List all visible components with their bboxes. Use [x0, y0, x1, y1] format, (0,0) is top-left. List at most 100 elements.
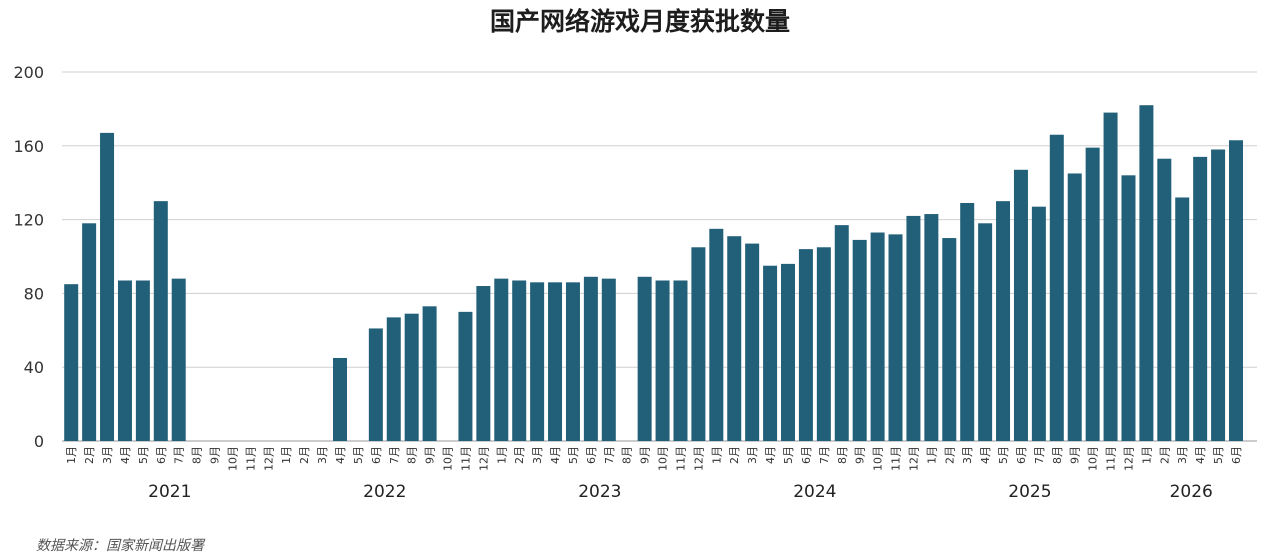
x-tick-label: 5月 — [782, 446, 795, 464]
x-tick-label: 11月 — [244, 446, 257, 471]
x-tick-label: 2月 — [728, 446, 741, 464]
bar — [852, 239, 867, 441]
bar — [422, 306, 437, 441]
year-label: 2023 — [578, 482, 621, 502]
bar — [548, 282, 563, 441]
x-tick-label: 4月 — [979, 446, 992, 464]
bar — [1229, 140, 1243, 441]
x-tick-label: 2月 — [513, 446, 526, 464]
bar — [386, 317, 401, 441]
x-tick-label: 11月 — [459, 446, 472, 471]
x-tick-label: 12月 — [262, 446, 275, 471]
x-tick-label: 12月 — [1122, 446, 1135, 471]
x-tick-label: 12月 — [692, 446, 705, 471]
x-tick-label: 4月 — [334, 446, 347, 464]
y-tick-label: 200 — [13, 63, 44, 82]
x-tick-label: 4月 — [1194, 446, 1207, 464]
bar — [673, 280, 688, 441]
x-tick-label: 12月 — [907, 446, 920, 471]
bar — [583, 276, 598, 441]
bar — [1175, 197, 1190, 441]
bar — [117, 280, 132, 441]
chart-title: 国产网络游戏月度获批数量 — [489, 7, 790, 36]
bar — [834, 225, 849, 441]
x-tick-label: 9月 — [209, 446, 222, 464]
x-tick-label: 7月 — [818, 446, 831, 464]
bar — [368, 328, 383, 441]
bar — [404, 313, 419, 441]
x-tick-label: 1月 — [65, 446, 78, 464]
y-tick-label: 80 — [24, 284, 44, 303]
x-tick-label: 2月 — [943, 446, 956, 464]
bar — [781, 263, 795, 441]
x-tick-label: 7月 — [173, 446, 186, 464]
x-tick-label: 5月 — [352, 446, 365, 464]
year-label: 2026 — [1170, 482, 1213, 502]
bar — [135, 280, 150, 441]
bar — [1103, 112, 1118, 441]
x-tick-label: 7月 — [603, 446, 616, 464]
x-tick-label: 3月 — [101, 446, 114, 464]
bar — [960, 202, 975, 441]
y-tick-label: 120 — [13, 211, 44, 230]
y-tick-label: 160 — [13, 137, 44, 156]
bar — [978, 223, 993, 441]
bar — [888, 234, 903, 441]
x-tick-label: 2月 — [83, 446, 96, 464]
y-tick-label: 0 — [34, 432, 44, 451]
x-tick-label: 2月 — [298, 446, 311, 464]
bar — [64, 284, 79, 441]
bar — [476, 286, 491, 441]
bar — [153, 201, 168, 441]
x-tick-label: 5月 — [997, 446, 1010, 464]
x-tick-label: 6月 — [1015, 446, 1028, 464]
source-note: 数据来源：国家新闻出版署 — [36, 538, 204, 554]
bar — [691, 247, 706, 441]
x-tick-label: 6月 — [585, 446, 598, 464]
x-tick-label: 6月 — [1230, 446, 1243, 464]
x-tick-label: 5月 — [567, 446, 580, 464]
bar — [798, 249, 813, 441]
x-tick-label: 3月 — [1176, 446, 1189, 464]
x-tick-label: 1月 — [280, 446, 293, 464]
bar — [512, 280, 527, 441]
x-tick-label: 12月 — [477, 446, 490, 471]
x-tick-label: 3月 — [961, 446, 974, 464]
x-tick-label: 6月 — [370, 446, 383, 464]
x-tick-label: 3月 — [746, 446, 759, 464]
x-tick-label: 1月 — [495, 446, 508, 464]
bar — [601, 278, 616, 441]
x-tick-label: 6月 — [800, 446, 813, 464]
bar — [1013, 169, 1028, 441]
x-tick-label: 9月 — [424, 446, 437, 464]
bar — [637, 276, 652, 441]
bar — [996, 201, 1011, 441]
x-tick-label: 8月 — [191, 446, 204, 464]
year-label: 2025 — [1008, 482, 1051, 502]
x-tick-label: 7月 — [1033, 446, 1046, 464]
x-tick-label: 8月 — [1051, 446, 1064, 464]
bar — [727, 236, 742, 441]
bar — [1121, 175, 1136, 441]
bar — [494, 278, 509, 441]
x-tick-label: 10月 — [226, 446, 239, 471]
x-tick-label: 5月 — [1212, 446, 1225, 464]
x-tick-label: 11月 — [1105, 446, 1118, 471]
bar — [1157, 158, 1172, 441]
x-tick-label: 1月 — [710, 446, 723, 464]
x-tick-label: 5月 — [137, 446, 150, 464]
year-label: 2021 — [148, 482, 191, 502]
bar — [171, 278, 186, 441]
bar — [530, 282, 545, 441]
x-tick-label: 3月 — [531, 446, 544, 464]
bar — [1139, 105, 1154, 442]
x-tick-label: 10月 — [657, 446, 670, 471]
bar — [906, 215, 921, 441]
x-tick-label: 9月 — [854, 446, 867, 464]
x-tick-label: 8月 — [836, 446, 849, 464]
bar — [763, 265, 778, 441]
year-label: 2024 — [793, 482, 836, 502]
x-tick-label: 4月 — [119, 446, 132, 464]
y-tick-label: 40 — [24, 358, 44, 377]
